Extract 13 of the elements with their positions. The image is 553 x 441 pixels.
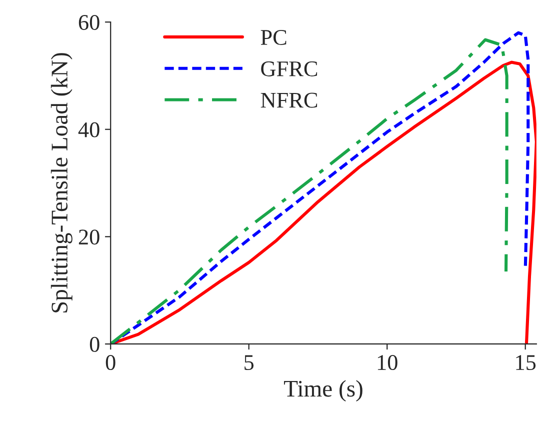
x-tick-label: 15 — [516, 355, 536, 370]
y-tick-label: 40 — [78, 122, 100, 138]
x-tick-label: 10 — [378, 355, 398, 370]
x-tick-label: 0 — [106, 355, 116, 370]
x-tick-label: 5 — [244, 355, 254, 370]
y-tick-label: 20 — [78, 230, 100, 245]
y-tick-label: 0 — [90, 336, 100, 352]
legend-label: NFRC — [260, 92, 318, 108]
y-axis-title: Splitting-Tensile Load (kN) — [50, 53, 72, 312]
x-axis-title: Time (s) — [284, 380, 362, 402]
legend-label: GFRC — [261, 61, 318, 76]
y-tick-label: 60 — [78, 14, 100, 30]
legend-label: PC — [260, 30, 286, 45]
